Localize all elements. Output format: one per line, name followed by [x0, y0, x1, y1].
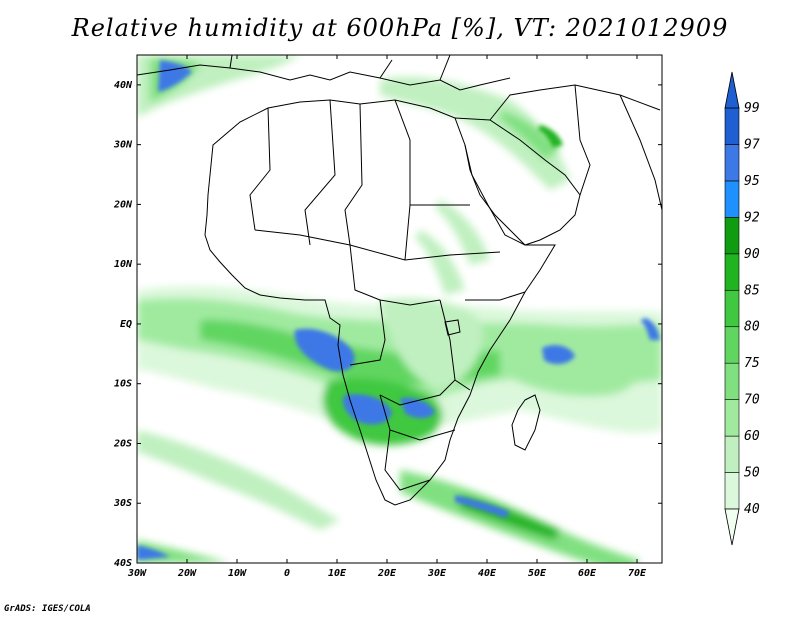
colorbar-bin: [724, 326, 740, 364]
lat-tick-label: 10N: [114, 259, 133, 270]
lon-tick-label: 10E: [328, 568, 347, 579]
colorbar-label: 60: [744, 429, 760, 444]
colorbar-label: 50: [744, 466, 760, 481]
coastlines: [137, 55, 662, 506]
lat-tick-label: EQ: [120, 319, 132, 330]
colorbar-label: 40: [744, 502, 760, 517]
colorbar-over-arrow: [724, 71, 740, 109]
colorbar-label: 70: [744, 393, 760, 408]
lat-tick-label: 10S: [114, 379, 132, 390]
lon-tick-label: 40E: [478, 568, 497, 579]
longitude-axis: 30W 20W 10W 0 10E 20E 30E 40E 50E 60E 70E: [127, 55, 647, 579]
colorbar-bin: [724, 289, 740, 328]
lon-tick-label: 70E: [628, 568, 647, 579]
colorbar-label: 97: [744, 137, 760, 152]
lon-tick-label: 60E: [578, 568, 597, 579]
colorbar: 40 50 60 70 75 80 85 90 92 95 97 99: [724, 71, 760, 546]
colorbar-bin: [724, 217, 740, 255]
colorbar-bin: [724, 362, 740, 400]
colorbar-label: 85: [744, 283, 760, 298]
colorbar-bin: [724, 144, 740, 182]
colorbar-label: 92: [744, 210, 760, 225]
colorbar-bin: [724, 435, 740, 473]
colorbar-label: 95: [744, 174, 760, 189]
colorbar-label: 90: [744, 247, 760, 262]
colorbar-under-arrow: [724, 508, 740, 546]
latitude-axis: 40N 30N 20N 10N EQ 10S 20S 30S 40S: [113, 80, 662, 569]
chart-title: Relative humidity at 600hPa [%], VT: 202…: [71, 14, 729, 42]
colorbar-bin: [724, 253, 740, 291]
plot-frame: [136, 54, 663, 564]
lon-tick-label: 30E: [427, 568, 447, 579]
lat-tick-label: 30N: [113, 140, 133, 151]
humidity-field: [137, 55, 662, 563]
colorbar-bin: [724, 107, 740, 145]
colorbar-label: 75: [744, 356, 760, 371]
colorbar-label: 80: [744, 320, 760, 335]
lat-tick-label: 40N: [114, 80, 133, 91]
lon-tick-label: 10W: [228, 568, 247, 579]
grads-credit: GrADS: IGES/COLA: [4, 604, 91, 614]
lon-tick-label: 50E: [528, 568, 547, 579]
colorbar-bin: [724, 472, 740, 510]
lat-tick-label: 30S: [113, 498, 132, 509]
colorbar-label: 99: [744, 101, 760, 116]
lon-tick-label: 0: [284, 568, 290, 579]
lat-tick-label: 40S: [114, 558, 132, 569]
lon-tick-label: 30W: [127, 568, 147, 579]
lon-tick-label: 20W: [177, 568, 197, 579]
colorbar-bin: [724, 399, 740, 437]
lon-tick-label: 20E: [377, 568, 397, 579]
colorbar-bin: [724, 180, 740, 218]
lat-tick-label: 20N: [113, 199, 133, 210]
lat-tick-label: 20S: [113, 438, 132, 449]
